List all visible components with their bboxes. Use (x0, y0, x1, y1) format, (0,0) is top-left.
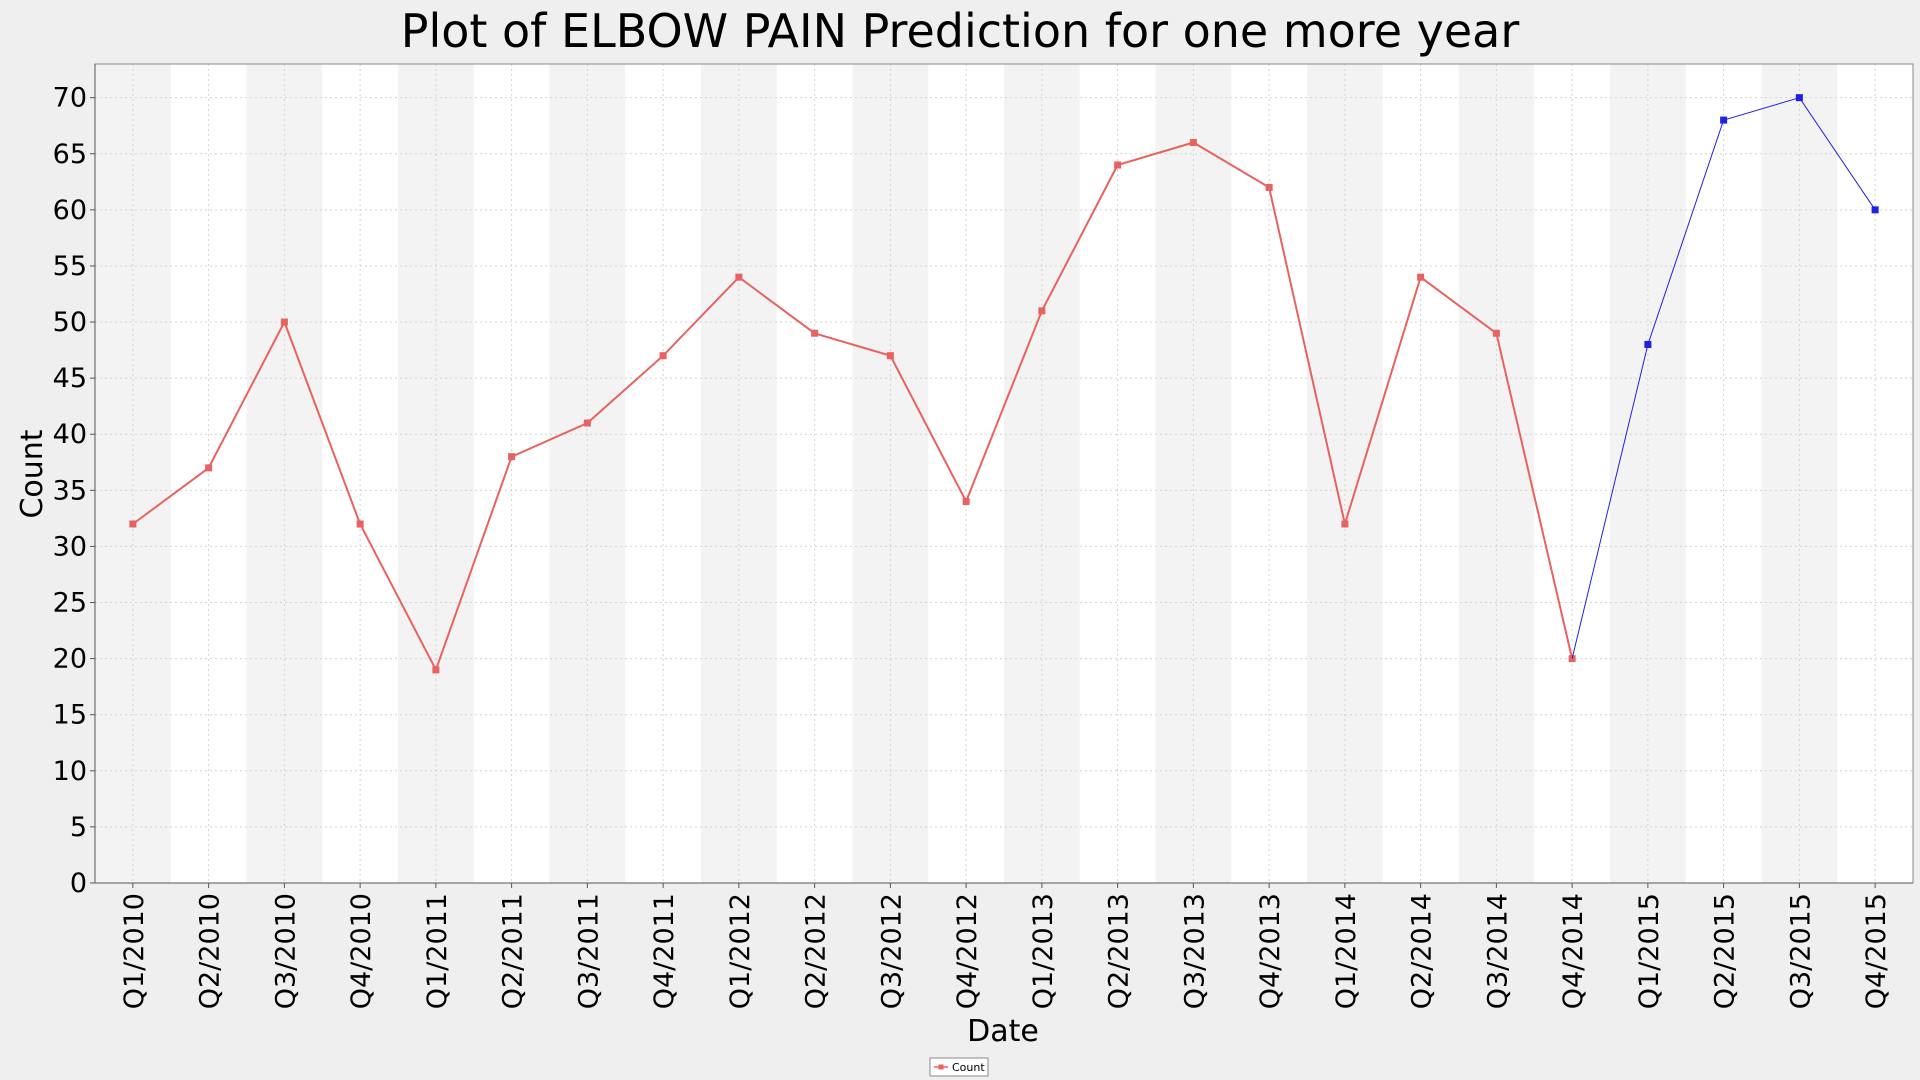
y-axis-label: Count (15, 429, 50, 518)
y-tick-label: 55 (53, 251, 87, 282)
legend-marker-count (938, 1064, 944, 1070)
data-point (508, 453, 516, 461)
legend: Count (929, 1057, 989, 1077)
data-point (735, 273, 743, 281)
x-tick-label: Q1/2012 (725, 893, 756, 1009)
data-point (886, 352, 894, 360)
y-tick-label: 40 (53, 419, 87, 450)
data-point (1871, 206, 1879, 214)
x-tick-label: Q4/2011 (649, 893, 680, 1009)
y-tick-label: 0 (70, 868, 87, 899)
x-tick-label: Q3/2014 (1482, 893, 1513, 1009)
x-tick-label: Q2/2015 (1710, 893, 1741, 1009)
y-tick-label: 15 (53, 700, 87, 731)
data-point (205, 464, 213, 472)
y-tick-label: 5 (70, 812, 87, 843)
x-tick-label: Q3/2013 (1179, 893, 1210, 1009)
series-line-0 (132, 141, 1574, 673)
data-point (1189, 139, 1197, 147)
data-point (1417, 273, 1425, 281)
x-tick-label: Q1/2013 (1028, 893, 1059, 1009)
data-point (811, 329, 819, 337)
y-tick-label: 70 (53, 83, 87, 114)
data-point (1265, 183, 1273, 191)
data-point (962, 498, 970, 506)
data-point (1795, 94, 1803, 102)
data-point (1114, 161, 1122, 169)
data-point (1720, 116, 1728, 124)
data-point (1341, 520, 1349, 528)
x-tick-label: Q3/2010 (270, 893, 301, 1009)
legend-label-count: Count (952, 1061, 985, 1074)
x-tick-label: Q3/2011 (573, 893, 604, 1009)
x-tick-label: Q4/2012 (952, 893, 983, 1009)
plot-area: 0 5 10 15 20 25 30 35 40 45 50 55 60 65 70 Q1/2010 Q2/20… (53, 63, 1914, 1009)
x-tick-label: Q4/2010 (346, 893, 377, 1009)
x-tick-label: Q1/2014 (1331, 893, 1362, 1009)
y-tick-label: 35 (53, 475, 87, 506)
x-tick-label: Q1/2010 (119, 893, 150, 1009)
data-point (1038, 307, 1046, 315)
legend-box (929, 1057, 989, 1077)
data-point (432, 666, 440, 674)
data-point (356, 520, 364, 528)
y-tick-label: 30 (53, 531, 87, 562)
y-tick-label: 10 (53, 756, 87, 787)
data-point (280, 318, 288, 326)
data-point (129, 520, 137, 528)
data-point (583, 419, 591, 427)
x-tick-label: Q2/2011 (498, 893, 529, 1009)
data-point (1644, 340, 1652, 348)
x-tick-label: Q1/2015 (1634, 893, 1665, 1009)
y-tick-label: 50 (53, 307, 87, 338)
x-tick-label: Q1/2011 (422, 893, 453, 1009)
data-point (1568, 655, 1576, 663)
x-tick-label: Q2/2013 (1104, 893, 1135, 1009)
x-tick-label: Q2/2012 (801, 893, 832, 1009)
chart-title: Plot of ELBOW PAIN Prediction for one mo… (401, 4, 1520, 58)
data-point (1492, 329, 1500, 337)
data-point (659, 352, 667, 360)
y-tick-label: 20 (53, 644, 87, 675)
y-tick-label: 45 (53, 363, 87, 394)
x-tick-label: Q4/2014 (1558, 893, 1589, 1009)
x-tick-label: Q3/2012 (876, 893, 907, 1009)
x-tick-label: Q4/2015 (1861, 893, 1892, 1009)
y-tick-label: 60 (53, 195, 87, 226)
y-tick-label: 65 (53, 139, 87, 170)
x-tick-label: Q2/2010 (195, 893, 226, 1009)
x-tick-label: Q2/2014 (1407, 893, 1438, 1009)
x-tick-label: Q4/2013 (1255, 893, 1286, 1009)
y-tick-label: 25 (53, 588, 87, 619)
x-tick-label: Q3/2015 (1785, 893, 1816, 1009)
x-axis-label: Date (967, 1014, 1039, 1049)
